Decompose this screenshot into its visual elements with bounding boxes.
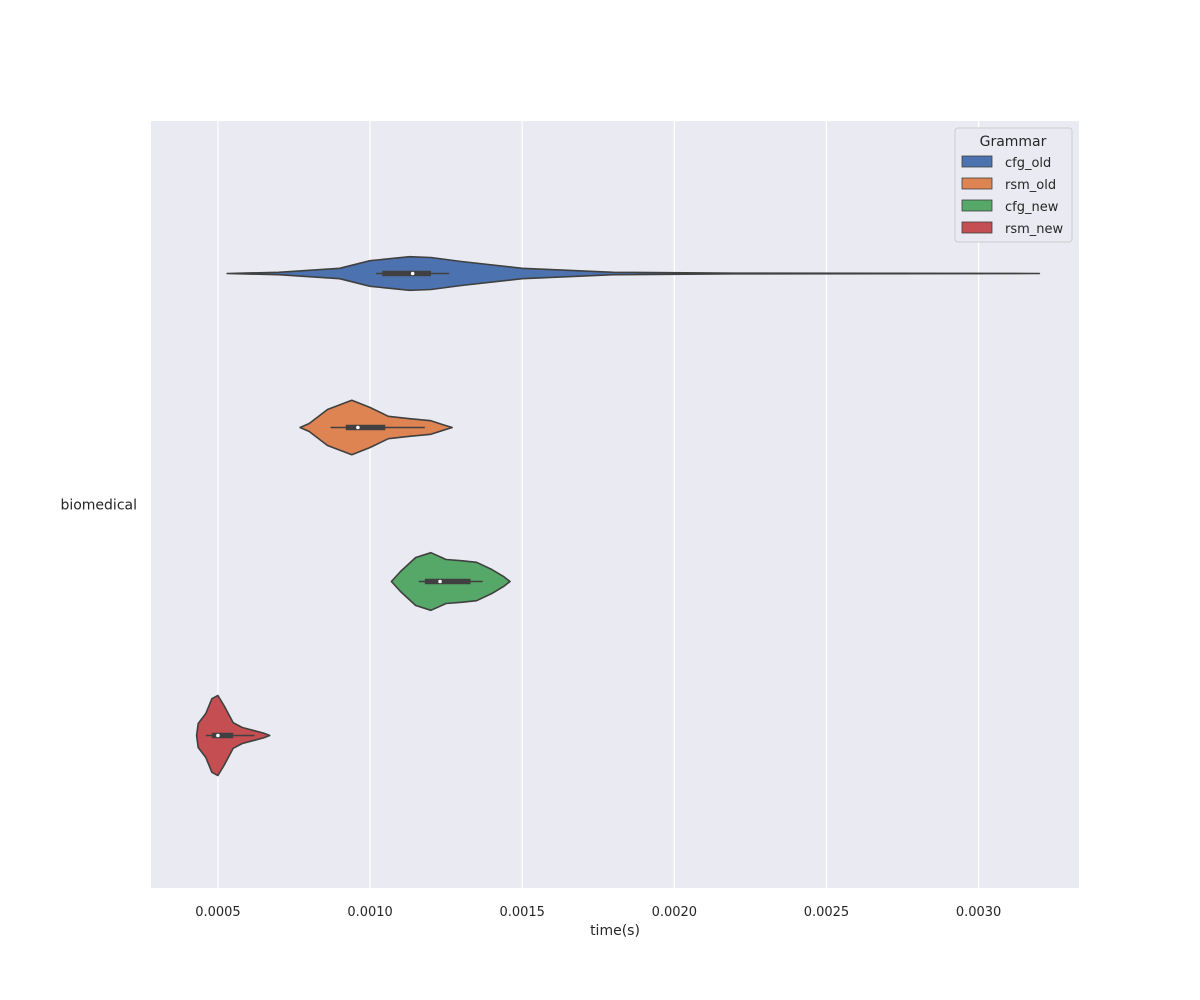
x-tick-label: 0.0010 [347,905,393,920]
legend-swatch-cfg_old [961,155,993,168]
legend-label-cfg_new: cfg_new [1005,200,1059,215]
violins [195,255,1041,777]
x-tick-label: 0.0005 [195,905,241,920]
legend-swatch-rsm_new [961,221,993,234]
violin-rsm_old [299,399,453,456]
x-tick-label: 0.0015 [499,905,545,920]
violin-median [438,579,442,584]
violin-rsm_new [195,694,271,777]
legend-swatch-cfg_new [961,199,993,212]
legend-label-cfg_old: cfg_old [1005,156,1051,171]
legend: Grammar cfg_old rsm_old cfg_new rsm_new [954,127,1073,243]
legend-swatch-rsm_old [961,177,993,190]
violin-cfg_old [226,255,1041,292]
violin-cfg_new [390,551,511,612]
x-tick-label: 0.0020 [652,905,698,920]
legend-title: Grammar [980,134,1047,150]
legend-label-rsm_new: rsm_new [1005,222,1064,237]
plot-background [151,121,1079,888]
y-tick-label: biomedical [60,498,137,514]
legend-label-rsm_old: rsm_old [1005,178,1056,193]
y-tick-labels: biomedical [60,498,137,514]
x-axis-label: time(s) [590,923,640,939]
x-tick-label: 0.0025 [804,905,850,920]
x-tick-label: 0.0030 [956,905,1002,920]
violin-median [410,271,415,276]
violin-median [356,425,360,430]
x-tick-labels: 0.0005 0.0010 0.0015 0.0020 0.0025 0.0030 [195,905,1001,920]
violin-median [216,733,220,738]
violin-body [226,255,1041,292]
